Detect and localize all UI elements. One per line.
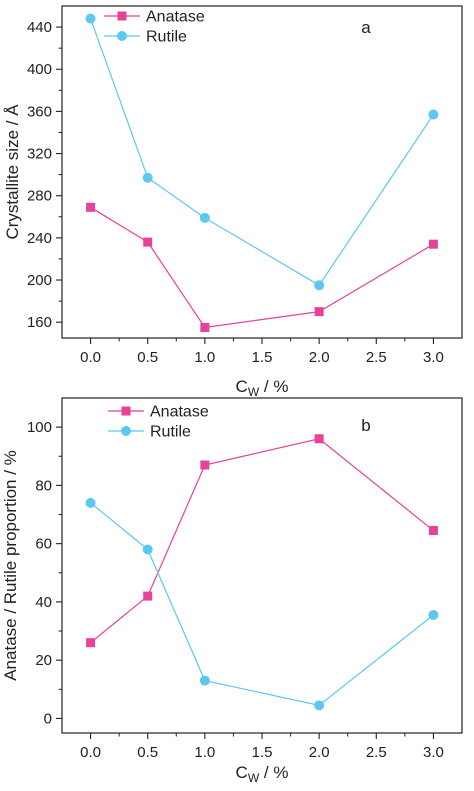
x-tick-label: 1.5 [252, 349, 273, 366]
y-tick-label: 200 [27, 272, 52, 289]
x-tick-label: 1.0 [194, 349, 215, 366]
data-point-anatase [428, 526, 438, 536]
data-point-anatase [143, 237, 153, 247]
series-line-anatase [90, 438, 434, 644]
legend-label: Anatase [146, 9, 205, 26]
data-point-anatase [200, 322, 210, 332]
y-axis-label: Anatase / Rutile proportion / % [1, 450, 20, 681]
data-point-rutile [199, 675, 210, 686]
legend-marker-circle [121, 426, 131, 436]
x-tick-label: 0.0 [80, 744, 101, 761]
y-tick-label: 100 [27, 419, 52, 436]
y-tick-label: 280 [27, 188, 52, 205]
y-tick-label: 160 [27, 314, 52, 331]
plot-frame [61, 397, 463, 734]
y-tick-label: 60 [35, 536, 52, 553]
x-tick-label: 3.0 [423, 349, 444, 366]
y-axis-label: Crystallite size / Å [3, 104, 22, 240]
legend-label: Rutile [150, 424, 191, 441]
x-tick-label: 2.5 [366, 349, 387, 366]
y-tick-label: 400 [27, 61, 52, 78]
x-tick-label: 0.0 [80, 349, 101, 366]
data-point-rutile [428, 610, 439, 621]
data-point-anatase [143, 591, 153, 601]
y-tick-label: 240 [27, 230, 52, 247]
x-tick-label: 3.0 [423, 744, 444, 761]
x-tick-label: 2.5 [366, 744, 387, 761]
series-line-rutile [90, 502, 434, 706]
data-point-rutile [85, 13, 96, 24]
legend-marker-square [121, 406, 131, 416]
data-point-rutile [85, 497, 96, 508]
chart-panel-a: 0.0 0.5 1.0 1.5 2.0 2.5 3.0 160 200 240 280 320 360 4… [3, 5, 463, 399]
plot-frame [61, 5, 463, 339]
panel-letter: b [361, 416, 370, 435]
data-point-anatase [314, 307, 324, 317]
data-point-anatase [200, 460, 210, 470]
data-point-rutile [142, 544, 153, 555]
x-axis-label: CW / % [236, 377, 289, 399]
legend-marker-circle [117, 31, 127, 41]
panel-letter: a [361, 18, 371, 37]
y-tick-label: 80 [35, 477, 52, 494]
series-line-anatase [90, 206, 434, 329]
legend-label: Rutile [146, 29, 187, 46]
x-tick-label: 0.5 [137, 744, 158, 761]
data-point-rutile [199, 212, 210, 223]
x-tick-label: 0.5 [137, 349, 158, 366]
y-tick-label: 320 [27, 146, 52, 163]
y-tick-label: 20 [35, 652, 52, 669]
legend-marker-square [117, 11, 127, 21]
x-tick-label: 2.0 [309, 349, 330, 366]
y-tick-label: 40 [35, 594, 52, 611]
data-point-anatase [86, 202, 96, 212]
y-tick-label: 360 [27, 103, 52, 120]
data-point-rutile [314, 700, 325, 711]
y-tick-label: 0 [44, 710, 52, 727]
x-tick-label: 1.5 [252, 744, 273, 761]
data-point-rutile [142, 172, 153, 183]
data-point-anatase [428, 239, 438, 249]
x-axis-label: CW / % [236, 763, 289, 785]
data-point-rutile [428, 109, 439, 120]
data-point-rutile [314, 280, 325, 291]
y-tick-label: 440 [27, 19, 52, 36]
legend-label: Anatase [150, 404, 209, 421]
chart-panel-b: 0.0 0.5 1.0 1.5 2.0 2.5 3.0 0 20 40 60 80 100 CW / % A… [1, 397, 463, 785]
x-tick-label: 2.0 [309, 744, 330, 761]
series-line-rutile [90, 18, 434, 287]
data-point-anatase [314, 434, 324, 444]
x-tick-label: 1.0 [194, 744, 215, 761]
data-point-anatase [86, 638, 96, 648]
